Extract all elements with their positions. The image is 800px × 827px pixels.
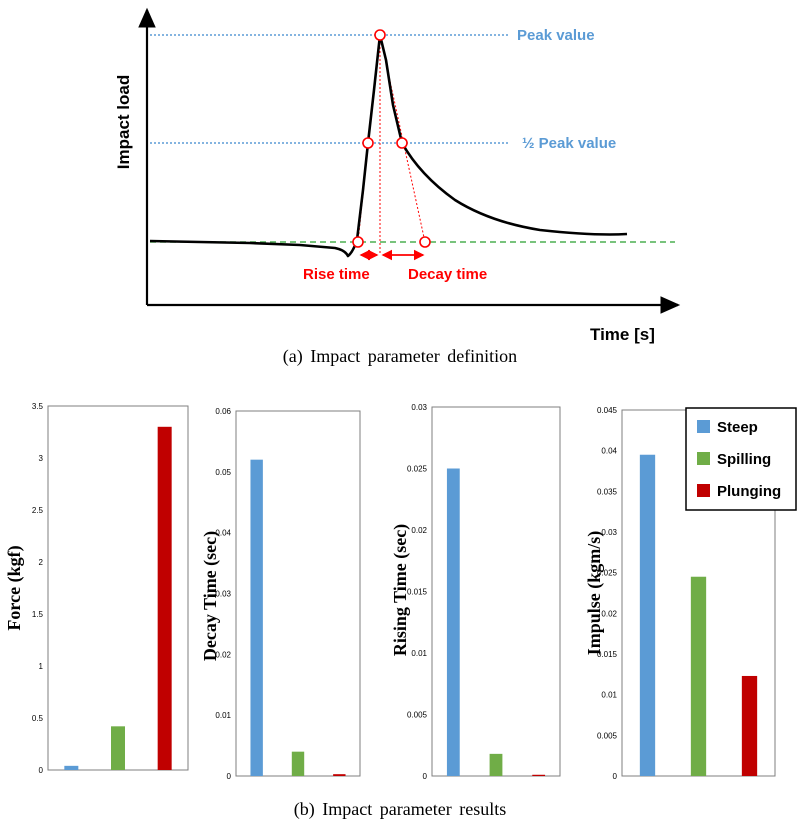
y-tick-label: 0.04 <box>215 529 231 538</box>
y-tick-label: 0.045 <box>597 406 618 415</box>
bar-plunging <box>741 675 758 776</box>
bar-chart-b3: 0 0.005 0.01 0.015 0.02 0.025 0.03 Rising Time … <box>390 403 561 781</box>
legend-swatch-plunging <box>697 484 710 497</box>
half-peak-rise-marker <box>362 137 374 149</box>
y-tick-label: 0.05 <box>215 468 231 477</box>
bar-steep <box>64 765 79 770</box>
legend-swatch-spilling <box>697 452 710 465</box>
bar-plunging <box>157 426 172 770</box>
bar-spilling <box>111 726 125 770</box>
rise-start-marker <box>352 236 364 248</box>
bar-steep <box>639 454 656 776</box>
y-tick-label: 0.03 <box>215 590 231 599</box>
y-tick-label: 3 <box>39 454 44 463</box>
caption-b: (b) Impact parameter results <box>294 799 506 820</box>
y-tick-label: 0.005 <box>407 711 428 720</box>
y-tick-label: 0.015 <box>597 650 618 659</box>
y-tick-label: 0.015 <box>407 588 428 597</box>
y-axis-label: Rising Time (sec) <box>390 524 411 656</box>
y-tick-label: 0.01 <box>215 711 231 720</box>
y-tick-label: 0.025 <box>597 569 618 578</box>
decay-end-marker <box>419 236 431 248</box>
bar-chart-b1: 0 0.5 1 1.5 2 2.5 3 3.5 Force (kgf) <box>4 402 189 775</box>
y-tick-label: 0.06 <box>215 407 231 416</box>
peak-value-label: Peak value <box>517 27 595 44</box>
half-peak-value-label: ½ Peak value <box>522 135 616 152</box>
y-tick-label: 0.01 <box>411 649 427 658</box>
legend-swatch-steep <box>697 420 710 433</box>
panel-a-x-label: Time [s] <box>590 325 655 344</box>
bar-steep <box>250 459 263 776</box>
rise-time-label: Rise time <box>303 266 370 283</box>
y-tick-label: 0.02 <box>215 650 231 659</box>
y-tick-label: 0.01 <box>601 691 617 700</box>
y-tick-label: 3.5 <box>32 402 44 411</box>
bar-plunging <box>532 774 546 776</box>
y-tick-label: 0.03 <box>411 403 427 412</box>
y-tick-label: 0.02 <box>411 526 427 535</box>
y-axis-label: Impulse (kgm/s) <box>584 531 605 656</box>
y-tick-label: 0 <box>613 772 618 781</box>
bar-spilling <box>489 753 503 776</box>
y-tick-label: 1 <box>39 662 44 671</box>
y-tick-label: 2.5 <box>32 506 44 515</box>
y-tick-label: 0.02 <box>601 609 617 618</box>
legend-label-plunging: Plunging <box>717 483 781 500</box>
y-tick-label: 0 <box>227 772 232 781</box>
panel-a-y-label: Impact load <box>114 75 133 169</box>
y-tick-label: 0.03 <box>601 528 617 537</box>
bar-plunging <box>333 774 346 776</box>
legend-label-spilling: Spilling <box>717 451 771 468</box>
y-tick-label: 0 <box>423 772 428 781</box>
half-peak-decay-marker <box>396 137 408 149</box>
y-axis-label: Force (kgf) <box>4 545 25 630</box>
y-tick-label: 1.5 <box>32 610 44 619</box>
y-tick-label: 2 <box>39 558 44 567</box>
bar-steep <box>446 468 460 776</box>
y-tick-label: 0.025 <box>407 465 428 474</box>
legend: Steep Spilling Plunging <box>685 407 797 511</box>
peak-marker <box>374 29 386 41</box>
y-tick-label: 0.04 <box>601 447 617 456</box>
y-tick-label: 0 <box>39 766 44 775</box>
y-axis-label: Decay Time (sec) <box>200 531 221 661</box>
panel-b-bar-charts: 0 0.5 1 1.5 2 2.5 3 3.5 Force (kgf) 0 0.01 0.02 0.03… <box>4 402 776 781</box>
decay-time-label: Decay time <box>408 266 487 283</box>
bar-spilling <box>690 576 707 776</box>
bar-chart-b2: 0 0.01 0.02 0.03 0.04 0.05 0.06 Decay Time (sec… <box>200 407 361 781</box>
impact-load-curve <box>149 33 628 258</box>
bar-spilling <box>291 751 305 776</box>
y-tick-label: 0.035 <box>597 487 618 496</box>
panel-a-definition-chart: Peak value ½ Peak value Rise time Decay … <box>114 7 681 344</box>
caption-a: (a) Impact parameter definition <box>283 346 517 367</box>
y-tick-label: 0.5 <box>32 714 44 723</box>
legend-label-steep: Steep <box>717 419 758 436</box>
y-tick-label: 0.005 <box>597 731 618 740</box>
